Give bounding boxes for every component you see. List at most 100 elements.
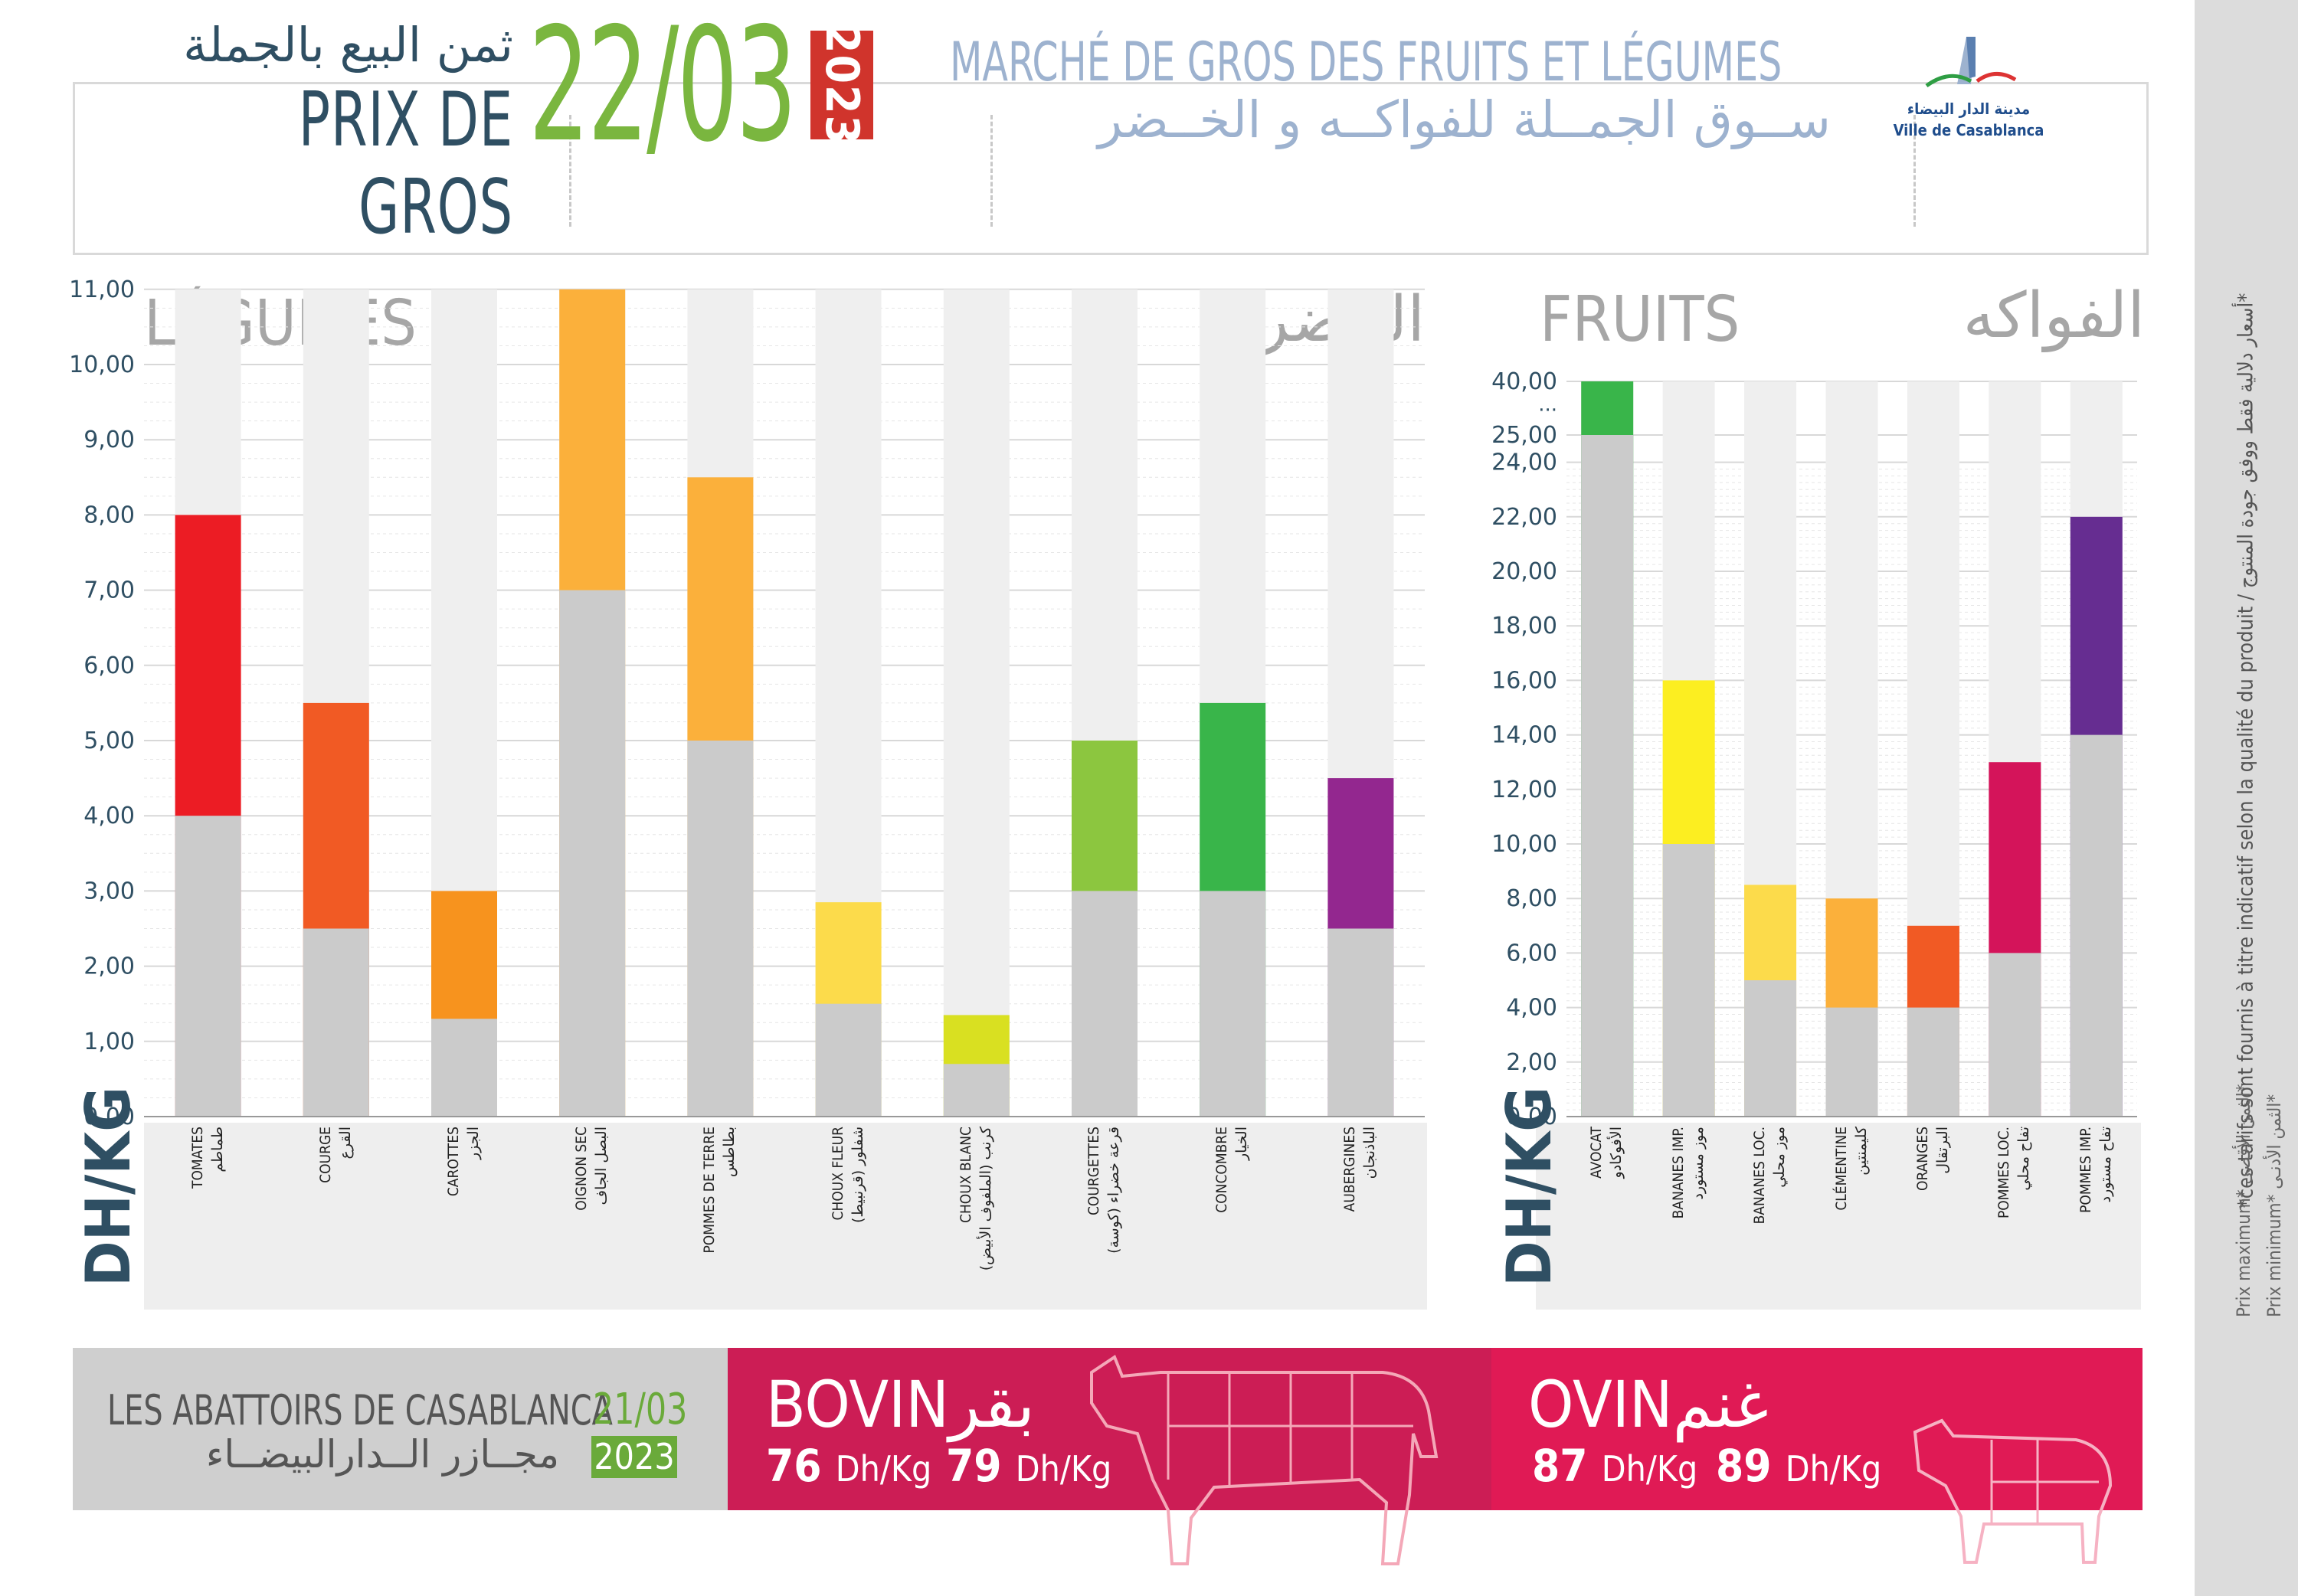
bar-min-pommes-loc- [1989, 953, 2041, 1117]
bar-min-aubergines [1327, 928, 1394, 1117]
fruits-category-labels: AVOCAT الأفوكادو BANANES IMP. موز مستورد BAN… [1536, 1123, 2141, 1310]
category-label-french: AVOCAT [1588, 1127, 1606, 1179]
category-label-french: CONCOMBRE [1213, 1127, 1231, 1213]
category-label-french: POMMES LOC. [1995, 1127, 2013, 1219]
bovin-label-french: BOVIN [766, 1367, 949, 1442]
y-tick-label: 9,00 [83, 427, 135, 453]
category-label-arabic: طماطم [208, 1127, 226, 1172]
y-tick-label: 14,00 [1491, 722, 1557, 749]
sheep-icon [1913, 1418, 2113, 1564]
category-label-arabic: كرنب (الملفوف الأبيض) [977, 1127, 994, 1271]
category-label-french: AUBERGINES [1341, 1127, 1359, 1212]
bar-min-carottes [431, 1019, 497, 1117]
category-label-french: COURGE [316, 1127, 334, 1183]
category-label-arabic: شفلور (قرنبيط) [849, 1127, 866, 1224]
ovin-label-french: OVIN [1528, 1367, 1673, 1442]
category-label-french: COURGETTES [1085, 1127, 1102, 1216]
category-label-arabic: الخيار [1233, 1127, 1251, 1161]
category-label-french: POMMES IMP. [2077, 1127, 2094, 1213]
category-label-arabic: موز محلي [1771, 1127, 1789, 1188]
slaughter-year: 2023 [591, 1436, 677, 1478]
bovin-price-max: 79 Dh/Kg [946, 1440, 1111, 1492]
ovin-min-value: 87 [1532, 1440, 1588, 1492]
y-tick-label: 2,00 [83, 953, 135, 980]
logo-text-arabic: مدينة الدار البيضاء [1907, 100, 2031, 118]
ovin-max-unit: Dh/Kg [1785, 1448, 1882, 1490]
report-year-badge: 2023 [810, 25, 873, 146]
y-tick-label: 10,00 [69, 352, 135, 378]
y-tick-label: 12,00 [1491, 777, 1557, 803]
category-label-arabic: تفاح محلي [2015, 1127, 2033, 1191]
fruits-chart: 0,00 2,00 4,00 6,00 8,00 10,00 12,00 14,00 16,00… [1491, 368, 2137, 1126]
ovin-price-min: 87 Dh/Kg [1532, 1440, 1697, 1492]
bar-min-courgettes [1072, 891, 1138, 1117]
category-label-french: CHOUX BLANC [957, 1127, 974, 1223]
bovin-label: BOVINبقر [766, 1367, 1035, 1442]
category-label-arabic: قرعة خضراء (كوسة) [1105, 1127, 1122, 1254]
y-tick-label: 0,00 [1506, 1104, 1557, 1126]
y-tick-label: 6,00 [83, 652, 135, 679]
y-tick-label: 11,00 [69, 276, 135, 303]
bovin-max-value: 79 [946, 1440, 1002, 1492]
column-background [943, 289, 1010, 1117]
ovin-price-max: 89 Dh/Kg [1716, 1440, 1881, 1492]
y-tick-label: 7,00 [83, 577, 135, 604]
bovin-max-unit: Dh/Kg [1015, 1448, 1112, 1490]
y-tick-label: 2,00 [1506, 1049, 1557, 1076]
slaughterhouse-name-arabic: مجــازر الــدارالبيضــاء [205, 1432, 559, 1477]
y-tick-label: 5,00 [83, 728, 135, 754]
category-label-arabic: البرتقال [1933, 1127, 1951, 1174]
bar-min-choux-fleur [815, 1003, 882, 1117]
header-divider [990, 115, 993, 227]
ovin-min-unit: Dh/Kg [1601, 1448, 1698, 1490]
vegetables-label-area [144, 1123, 1427, 1310]
y-tick-label: 3,00 [83, 878, 135, 904]
category-label-arabic: الجزر [465, 1127, 482, 1159]
y-tick-label: 24,00 [1491, 450, 1557, 476]
y-tick-label: 0,00 [83, 1104, 135, 1126]
y-tick-label: 8,00 [1506, 885, 1557, 912]
header-divider [569, 115, 571, 227]
y-tick-label: 16,00 [1491, 667, 1557, 694]
y-tick-label: 20,00 [1491, 558, 1557, 585]
fruits-title-arabic: الفواكه [1962, 280, 2145, 352]
bovin-label-arabic: بقر [948, 1367, 1036, 1442]
y-tick-label: 40,00 [1491, 368, 1557, 395]
header [73, 82, 2149, 255]
bar-min-bananes-imp- [1662, 844, 1715, 1117]
y-tick-label: 10,00 [1491, 831, 1557, 858]
report-year: 2023 [815, 24, 869, 146]
market-name-french: MARCHÉ DE GROS DES FRUITS ET LÉGUMES [950, 31, 1782, 93]
y-tick-label: 8,00 [83, 502, 135, 528]
ovin-label-arabic: غنم [1672, 1367, 1769, 1442]
category-label-french: CAROTTES [445, 1127, 462, 1197]
side-note-bar: *ces tarifs sont fournis à titre indicat… [2195, 0, 2298, 1596]
slaughterhouse-name-french: LES ABATTOIRS DE CASABLANCA [107, 1386, 613, 1434]
cow-icon [1090, 1354, 1439, 1565]
slaughter-date: 21/03 [593, 1385, 688, 1434]
legend-max: Prix maximum* الثمن الأقصى* [2233, 1084, 2254, 1317]
category-label-french: POMMES DE TERRE [701, 1127, 719, 1254]
bar-min-avocat [1581, 435, 1634, 1117]
category-label-french: BANANES LOC. [1751, 1127, 1769, 1225]
y-tick-label: 6,00 [1506, 940, 1557, 966]
category-label-french: TOMATES [188, 1127, 206, 1189]
ovin-max-value: 89 [1716, 1440, 1772, 1492]
y-tick-label: 4,00 [83, 803, 135, 829]
y-tick-label: 18,00 [1491, 613, 1557, 639]
bar-min-pommes-de-terre [687, 741, 754, 1117]
bar-min-oignon-sec [559, 590, 626, 1117]
y-tick-label: 1,00 [83, 1029, 135, 1055]
category-label-arabic: الأفوكادو [1608, 1127, 1625, 1179]
fruits-title-french: FRUITS [1540, 283, 1740, 356]
vegetables-chart: 0,00 1,00 2,00 3,00 4,00 5,00 6,00 7,00 8,00 9,00… [69, 276, 1425, 1126]
bar-min-oranges [1907, 1007, 1959, 1117]
casablanca-logo-icon [1925, 37, 2017, 88]
bar-min-choux-blanc [943, 1064, 1010, 1117]
category-label-arabic: بطاطس [721, 1127, 738, 1178]
report-date: 22/03 [529, 0, 797, 177]
axis-break-marker: ... [1538, 394, 1557, 417]
title-french: PRIX DE GROS [298, 77, 513, 251]
logo-text-french: Ville de Casablanca [1893, 121, 2044, 139]
category-label-french: ORANGES [1913, 1127, 1931, 1191]
